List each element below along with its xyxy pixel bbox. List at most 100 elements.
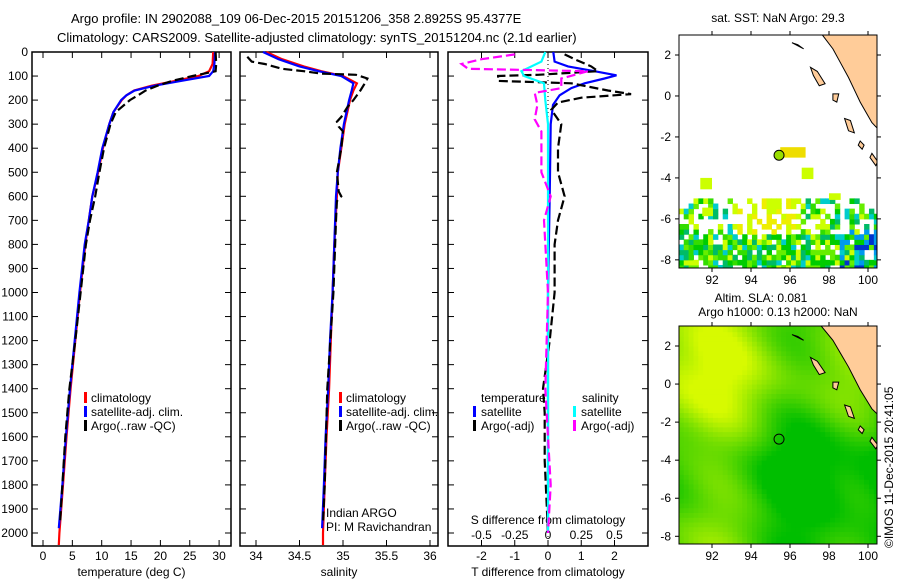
sla-cell — [679, 374, 685, 380]
sst-cell — [751, 234, 758, 240]
sla-cell — [727, 431, 733, 437]
sla-cell — [786, 498, 792, 504]
sst-cell — [790, 203, 797, 210]
sst-cell — [723, 270, 728, 276]
sla-cell — [766, 512, 772, 518]
sla-cell — [693, 355, 699, 361]
sla-cell — [849, 398, 855, 404]
sst-cell — [859, 203, 865, 210]
sla-cell — [712, 498, 719, 504]
sla-cell — [776, 388, 782, 395]
sla-cell — [790, 350, 797, 357]
sla-cell — [781, 488, 787, 494]
sst-cell — [693, 224, 699, 230]
sla-cell — [829, 507, 836, 514]
sla-cell — [693, 374, 699, 380]
sla-cell — [708, 407, 714, 414]
sst-cell — [844, 213, 850, 220]
y-tick-label: 1900 — [1, 502, 28, 516]
sst-cell — [815, 249, 821, 256]
sla-cell — [829, 526, 836, 533]
sst-cell — [679, 254, 685, 261]
sla-cell — [815, 431, 821, 437]
sla-cell — [756, 412, 763, 418]
sla-cell — [683, 422, 690, 428]
lon-tick-label: 98 — [822, 549, 836, 563]
sla-cell — [703, 536, 709, 542]
sla-cell — [717, 369, 724, 376]
sla-cell — [839, 388, 846, 395]
sst-cell — [771, 275, 776, 281]
sla-cell — [708, 326, 714, 333]
sst-cell — [801, 275, 806, 281]
sla-cell — [829, 531, 836, 537]
sst-cell — [771, 208, 777, 215]
sla-cell — [795, 464, 802, 471]
sst-cell — [776, 244, 782, 251]
sla-cell — [815, 483, 821, 490]
sla-cell — [766, 426, 772, 433]
sla-cell — [693, 498, 699, 504]
legend-title-temperature: temperature — [481, 391, 546, 405]
sla-cell — [679, 479, 685, 485]
sst-cell — [786, 244, 792, 251]
sla-cell — [790, 507, 797, 514]
sla-cell — [693, 379, 699, 385]
sla-cell — [732, 488, 738, 494]
sla-cell — [737, 460, 743, 466]
land-island — [809, 66, 826, 87]
sla-cell — [751, 422, 758, 428]
sla-cell — [732, 336, 738, 342]
sst-cell — [761, 203, 768, 210]
sla-cell — [820, 512, 826, 518]
sla-cell — [840, 546, 845, 551]
sst-cell — [873, 213, 877, 220]
sla-cell — [742, 355, 748, 361]
sst-cell — [737, 259, 743, 266]
sla-cell — [679, 360, 685, 366]
sst-cell — [825, 213, 831, 220]
sla-cell — [717, 379, 724, 385]
sst-cell — [683, 264, 690, 268]
sla-cell — [873, 493, 877, 499]
sla-cell — [751, 388, 758, 395]
sst-cell — [693, 244, 699, 251]
sla-cell — [722, 369, 729, 376]
sst-cell — [825, 224, 831, 230]
sla-cell — [703, 512, 709, 518]
sla-cell — [742, 455, 748, 461]
sla-cell — [795, 422, 802, 428]
sst-cell — [873, 239, 877, 245]
sla-cell — [717, 326, 724, 333]
sla-cell — [722, 483, 729, 490]
sst-cell — [708, 249, 714, 256]
sla-cell — [839, 355, 846, 361]
lat-tick-label: -8 — [660, 253, 671, 267]
sst-cell — [708, 254, 714, 261]
sla-cell — [786, 469, 792, 475]
sla-cell — [786, 502, 792, 509]
sla-cell — [839, 426, 846, 433]
sla-cell — [829, 536, 836, 542]
temperature-panel: 0100200300400500600700800900100011001200… — [1, 45, 232, 579]
sst-cell — [859, 208, 865, 215]
sst-cell — [834, 254, 841, 261]
sla-cell — [844, 469, 850, 475]
sst-cell — [776, 203, 782, 210]
sla-cell — [849, 464, 855, 471]
sla-cell — [683, 388, 690, 395]
sst-cell — [815, 224, 821, 230]
sla-cell — [688, 417, 694, 423]
sla-cell — [742, 365, 748, 371]
sla-cell — [708, 417, 714, 423]
sla-cell — [839, 441, 846, 447]
lon-tick-label: 96 — [783, 549, 797, 563]
sla-cell — [800, 379, 807, 385]
sla-cell — [839, 365, 846, 371]
sla-cell — [839, 526, 846, 533]
lat-tick-label: -2 — [660, 415, 671, 429]
sst-cell — [751, 229, 758, 235]
sla-cell — [854, 398, 860, 404]
sst-cell — [820, 259, 826, 266]
sst-cell — [849, 275, 854, 281]
